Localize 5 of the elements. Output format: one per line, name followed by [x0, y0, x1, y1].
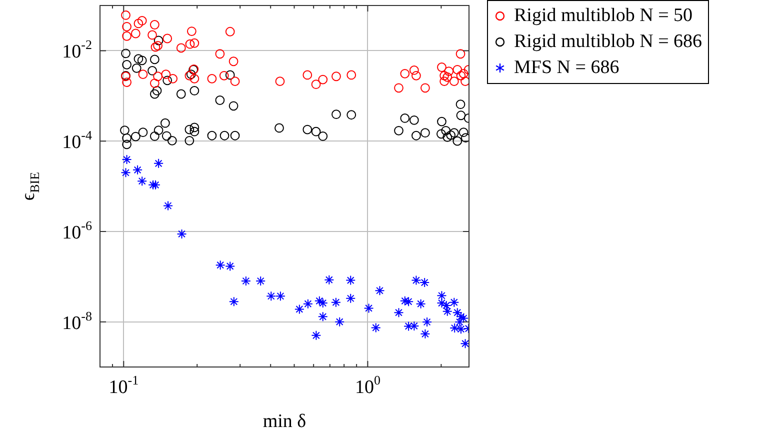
legend-label: MFS N = 686	[514, 56, 620, 80]
legend-label: Rigid multiblob N = 686	[514, 30, 702, 54]
legend-label: Rigid multiblob N = 50	[514, 4, 693, 28]
y-axis-title: ϵBIE	[18, 172, 42, 201]
x-axis-title: min δ	[262, 411, 306, 432]
